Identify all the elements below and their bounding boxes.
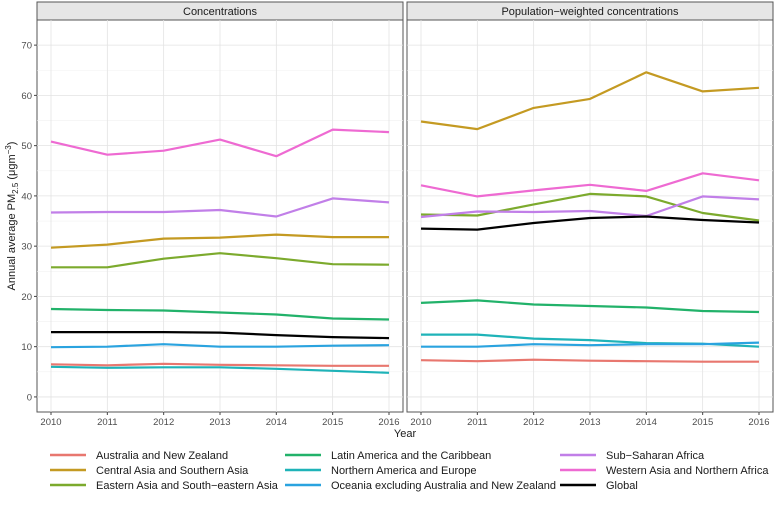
- series-line-central-asia-and-southern-asia: [50, 233, 389, 249]
- legend-label: Australia and New Zealand: [96, 450, 228, 462]
- y-axis-label: Annual average PM2.5 (μgm−3): [4, 142, 20, 291]
- x-tick-label: 2010: [410, 417, 431, 428]
- legend-label: Northern America and Europe: [331, 465, 477, 477]
- y-tick-label: 50: [21, 141, 32, 152]
- panel-title: Concentrations: [183, 6, 257, 18]
- y-axis-label-sup: −3: [4, 145, 13, 155]
- series-lines: [420, 71, 760, 363]
- x-tick-label: 2015: [692, 417, 713, 428]
- series-lines: [50, 128, 390, 374]
- legend-label: Central Asia and Southern Asia: [96, 465, 249, 477]
- series-line-western-asia-and-northern-africa: [50, 128, 390, 158]
- y-tick-label: 30: [21, 242, 32, 253]
- series-line-central-asia-and-southern-asia: [420, 71, 760, 131]
- y-axis-label-main: Annual average PM: [6, 194, 18, 291]
- panel-concentrations: Concentrations 2010 2011 2012 2013 2014 2015 2…: [36, 1, 404, 428]
- series-line-eastern-asia-and-south-eastern-asia: [51, 252, 390, 269]
- series-line-oceania-excluding-australia-and-new-zealand: [50, 343, 390, 349]
- y-tick-label: 10: [21, 342, 32, 353]
- panel-title: Population−weighted concentrations: [501, 6, 679, 18]
- legend-label: Western Asia and Northern Africa: [606, 465, 769, 477]
- y-tick-label: 20: [21, 292, 32, 303]
- y-axis-label-close: ): [6, 142, 18, 146]
- x-tick-label: 2016: [748, 417, 769, 428]
- x-tick-label: 2010: [40, 417, 61, 428]
- x-tick-label: 2012: [153, 417, 174, 428]
- series-line-oceania-excluding-australia-and-new-zealand: [421, 341, 760, 348]
- series-line-latin-america-and-the-caribbean: [50, 307, 390, 321]
- x-axis-label: Year: [394, 428, 417, 440]
- series-line-northern-america-and-europe: [50, 365, 390, 374]
- legend-label: Oceania excluding Australia and New Zeal…: [331, 480, 556, 492]
- y-axis-label-sub: 2.5: [11, 182, 20, 194]
- series-line-eastern-asia-and-south-eastern-asia: [420, 192, 760, 222]
- x-tick-labels: 2010 2011 2012 2013 2014 2015 2016: [410, 412, 770, 428]
- legend: Australia and New Zealand Central Asia an…: [50, 450, 769, 492]
- y-tick-label: 70: [21, 41, 32, 52]
- x-tick-label: 2015: [322, 417, 343, 428]
- series-line-global: [420, 215, 760, 231]
- panel-population-weighted: Population−weighted concentrations 2010 2…: [406, 1, 774, 428]
- series-line-australia-and-new-zealand: [420, 358, 759, 363]
- series-line-global: [51, 331, 390, 340]
- y-tick-labels: 0 10 20 30 40 50 60 70: [21, 41, 37, 403]
- y-tick-label: 40: [21, 191, 32, 202]
- x-tick-label: 2016: [378, 417, 399, 428]
- x-tick-label: 2012: [523, 417, 544, 428]
- x-tick-label: 2011: [467, 417, 487, 428]
- series-line-sub-saharan-africa: [420, 195, 760, 219]
- legend-label: Sub−Saharan Africa: [606, 450, 705, 462]
- x-tick-label: 2014: [636, 417, 657, 428]
- legend-label: Latin America and the Caribbean: [331, 450, 491, 462]
- y-tick-label: 60: [21, 91, 32, 102]
- series-line-sub-saharan-africa: [50, 197, 390, 218]
- legend-label: Global: [606, 480, 638, 492]
- y-axis-label-unit: (μgm: [6, 154, 18, 182]
- x-tick-label: 2013: [579, 417, 600, 428]
- series-line-latin-america-and-the-caribbean: [420, 299, 760, 314]
- series-line-western-asia-and-northern-africa: [420, 172, 760, 198]
- series-line-australia-and-new-zealand: [50, 362, 389, 367]
- x-tick-labels: 2010 2011 2012 2013 2014 2015 2016: [40, 412, 400, 428]
- x-tick-label: 2013: [209, 417, 230, 428]
- legend-label: Eastern Asia and South−eastern Asia: [96, 480, 279, 492]
- x-tick-label: 2011: [97, 417, 117, 428]
- x-tick-label: 2014: [266, 417, 287, 428]
- y-tick-label: 0: [27, 392, 32, 403]
